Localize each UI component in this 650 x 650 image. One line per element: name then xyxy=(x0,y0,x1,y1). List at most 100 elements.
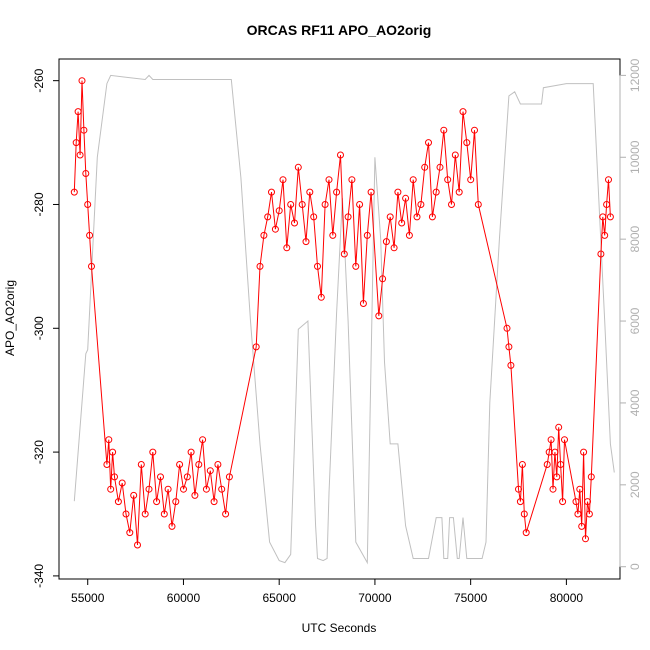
data-point xyxy=(444,176,452,184)
data-point xyxy=(582,535,589,543)
data-point xyxy=(160,510,168,518)
data-point xyxy=(202,485,210,493)
data-point xyxy=(576,485,584,493)
data-point xyxy=(413,213,421,221)
x-tick-label-0: 55000 xyxy=(71,591,105,605)
data-point xyxy=(561,436,568,444)
data-point xyxy=(180,485,187,493)
data-point xyxy=(606,213,614,221)
data-point xyxy=(222,510,230,518)
data-point xyxy=(325,176,333,184)
chart-title: ORCAS RF11 APO_AO2orig xyxy=(247,22,432,38)
data-point xyxy=(440,126,448,134)
data-point xyxy=(356,201,364,208)
data-point xyxy=(463,139,471,147)
y2-tick-label-5: 10000 xyxy=(628,140,642,174)
data-point xyxy=(390,244,398,252)
data-point xyxy=(183,473,191,481)
data-point xyxy=(82,170,90,177)
data-point xyxy=(172,498,180,506)
data-point xyxy=(471,126,478,134)
data-point xyxy=(382,238,390,246)
data-point xyxy=(340,250,348,258)
data-point xyxy=(348,176,356,184)
data-point xyxy=(580,448,588,456)
data-point xyxy=(268,188,275,196)
data-point xyxy=(587,473,595,481)
data-point xyxy=(337,151,344,159)
data-point xyxy=(114,498,122,506)
data-point xyxy=(103,461,111,468)
data-point xyxy=(252,343,260,351)
y-axis-label: APO_AO2orig xyxy=(3,280,17,356)
data-point xyxy=(352,262,360,270)
data-point xyxy=(367,188,375,196)
data-point xyxy=(306,188,314,196)
data-point xyxy=(503,324,511,332)
x-tick-label-4: 75000 xyxy=(454,591,488,605)
y2-tick-label-6: 12000 xyxy=(628,58,642,92)
data-point xyxy=(425,139,432,147)
data-point xyxy=(149,448,157,456)
data-point xyxy=(145,485,153,493)
data-point xyxy=(271,225,279,233)
data-point xyxy=(597,250,605,258)
data-point xyxy=(584,498,591,506)
data-point xyxy=(333,188,341,196)
x-axis-label: UTC Seconds xyxy=(302,621,377,635)
data-point xyxy=(218,485,226,493)
data-point xyxy=(275,207,283,215)
data-point xyxy=(310,213,318,221)
data-point xyxy=(80,126,88,134)
data-point xyxy=(70,188,78,196)
data-point xyxy=(122,510,130,518)
data-point xyxy=(394,188,402,196)
y-tick-label-2: -300 xyxy=(32,316,46,340)
data-point xyxy=(522,529,530,537)
y2-tick-label-1: 2000 xyxy=(628,471,642,498)
data-point xyxy=(455,188,463,196)
x-tick-label-3: 70000 xyxy=(358,591,392,605)
data-point xyxy=(329,231,337,239)
data-point xyxy=(428,213,436,221)
primary-series xyxy=(70,77,614,549)
y-tick-label-4: -260 xyxy=(32,68,46,92)
y-tick-label-3: -280 xyxy=(32,192,46,216)
y2-tick-label-3: 6000 xyxy=(628,307,642,334)
data-point xyxy=(543,461,551,468)
data-point xyxy=(520,510,528,518)
data-point xyxy=(578,522,586,530)
data-point xyxy=(287,201,295,208)
data-point xyxy=(291,219,298,227)
data-point xyxy=(279,176,287,184)
data-point xyxy=(214,461,222,468)
data-point xyxy=(432,188,440,196)
data-point xyxy=(283,244,291,252)
data-point xyxy=(559,498,567,506)
data-point xyxy=(585,510,593,518)
data-point xyxy=(474,201,482,208)
secondary-series xyxy=(73,74,615,565)
data-point xyxy=(599,213,607,221)
data-point xyxy=(225,473,233,481)
data-point xyxy=(405,231,413,239)
right-axis: 0 2000 4000 6000 8000 10000 12000 xyxy=(619,58,642,570)
data-point xyxy=(264,213,272,221)
data-point xyxy=(359,300,367,307)
data-point xyxy=(88,262,95,270)
data-point xyxy=(105,436,113,444)
data-point xyxy=(574,510,582,518)
data-point xyxy=(164,485,172,493)
left-axis: -340 -320 -300 -280 -260 xyxy=(32,68,59,588)
data-point xyxy=(126,529,134,537)
data-point xyxy=(74,108,82,116)
data-point xyxy=(256,262,264,270)
data-point xyxy=(187,448,195,456)
data-point xyxy=(605,176,612,184)
data-point xyxy=(111,473,118,481)
x-tick-label-1: 60000 xyxy=(167,591,201,605)
data-point xyxy=(505,343,513,351)
data-point xyxy=(363,231,371,239)
data-point xyxy=(603,201,611,208)
